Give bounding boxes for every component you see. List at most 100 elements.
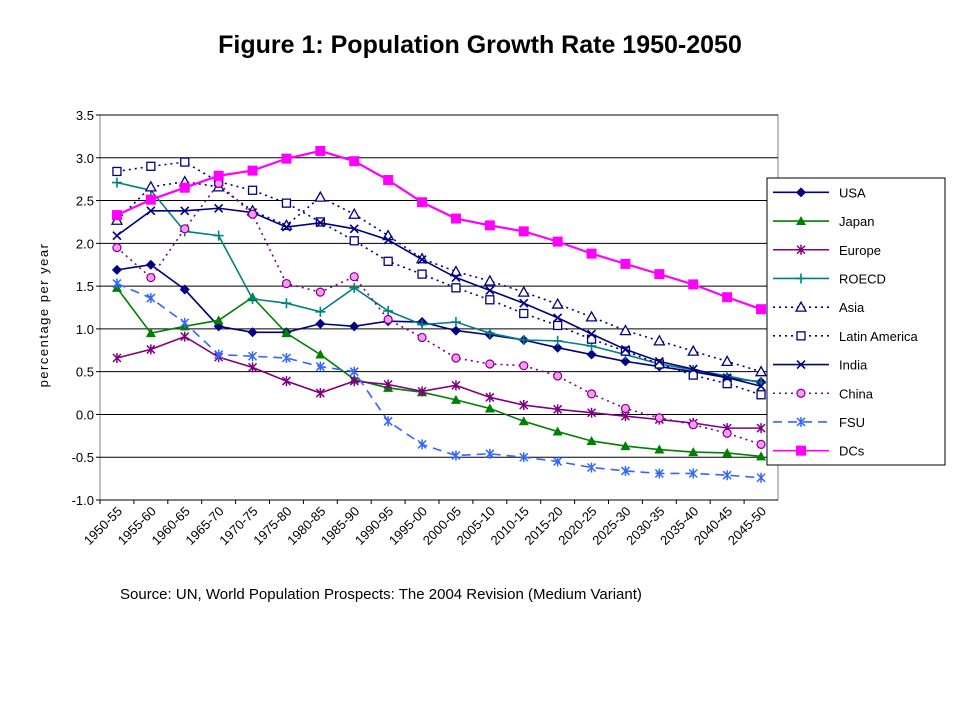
data-point — [551, 297, 564, 309]
data-point — [450, 317, 461, 328]
y-tick-label: -1.0 — [72, 493, 94, 508]
data-point — [484, 403, 495, 413]
data-point — [383, 235, 393, 245]
data-point — [450, 325, 461, 336]
data-point — [146, 272, 156, 283]
data-point — [349, 376, 359, 387]
data-point — [688, 364, 698, 374]
data-point — [179, 284, 190, 295]
data-point — [349, 321, 360, 332]
data-point — [281, 298, 292, 309]
data-point — [794, 300, 808, 312]
legend-label: Latin America — [839, 329, 919, 344]
data-point — [620, 356, 631, 367]
data-point — [349, 224, 359, 234]
data-point — [796, 445, 806, 456]
y-tick-label: -0.5 — [72, 450, 94, 465]
series-line — [116, 181, 762, 384]
data-point — [519, 452, 529, 463]
data-point — [756, 304, 767, 315]
data-point — [620, 258, 631, 269]
data-point — [180, 157, 190, 167]
data-point — [451, 380, 461, 391]
data-point — [281, 153, 292, 164]
data-point — [451, 353, 461, 363]
data-point — [553, 313, 563, 323]
data-point — [519, 298, 529, 308]
data-point — [585, 310, 598, 322]
data-point — [552, 236, 563, 247]
data-point — [315, 361, 325, 372]
data-point — [180, 224, 190, 234]
chart-title: Figure 1: Population Growth Rate 1950-20… — [218, 31, 742, 59]
data-point — [756, 472, 766, 483]
y-tick-label: 1.5 — [76, 279, 94, 294]
y-tick-label: 3.0 — [76, 151, 94, 166]
data-point — [281, 198, 292, 208]
data-point — [586, 334, 597, 344]
data-point — [756, 423, 766, 434]
data-point — [146, 293, 156, 304]
data-point — [180, 317, 190, 328]
y-tick-label: 2.0 — [76, 236, 94, 251]
data-point — [281, 328, 292, 338]
data-point — [315, 145, 326, 156]
data-point — [349, 156, 360, 167]
y-tick-label: 2.5 — [76, 194, 94, 209]
legend-item: Japan — [773, 214, 874, 229]
data-point — [214, 349, 224, 360]
data-point — [754, 365, 768, 377]
data-point — [483, 274, 496, 286]
data-point — [146, 206, 156, 216]
data-point — [349, 272, 359, 282]
data-point — [517, 285, 530, 297]
data-point — [722, 447, 733, 457]
data-point — [281, 376, 291, 387]
data-point — [586, 248, 597, 259]
legend-label: DCs — [839, 444, 865, 459]
data-point — [722, 470, 732, 481]
data-point — [553, 456, 563, 467]
data-point — [688, 370, 698, 380]
data-point — [213, 315, 224, 325]
data-point — [146, 161, 156, 171]
legend-label: China — [839, 386, 874, 401]
data-point — [485, 295, 495, 305]
legend-label: FSU — [839, 415, 865, 430]
data-point — [247, 185, 258, 195]
series-europe — [112, 331, 766, 434]
series-line — [116, 149, 762, 311]
data-point — [654, 413, 664, 423]
legend-item: China — [773, 386, 874, 401]
data-point — [451, 450, 461, 461]
data-point — [112, 231, 122, 241]
data-point — [213, 170, 224, 181]
data-point — [417, 197, 428, 208]
data-point — [654, 359, 664, 369]
legend-item: DCs — [773, 444, 865, 459]
data-point — [553, 404, 563, 415]
data-point — [688, 468, 698, 479]
data-point — [688, 279, 699, 290]
data-point — [688, 447, 699, 457]
data-point — [281, 222, 292, 232]
data-point — [485, 448, 495, 459]
data-point — [721, 355, 734, 367]
data-point — [796, 244, 806, 255]
data-point — [145, 259, 156, 270]
data-point — [796, 216, 806, 226]
legend-label: Europe — [839, 243, 881, 258]
data-point — [180, 331, 190, 342]
data-point — [247, 293, 258, 304]
legend: USA Japan Europe ROECD Asia Latin America Indi… — [766, 177, 946, 466]
data-point — [315, 218, 325, 228]
data-point — [417, 255, 427, 265]
data-point — [417, 386, 427, 397]
data-point — [552, 426, 563, 436]
data-point — [146, 344, 156, 355]
data-point — [417, 319, 428, 330]
legend-item: USA — [773, 185, 866, 200]
legend-item: FSU — [773, 415, 865, 430]
data-point — [586, 349, 597, 360]
